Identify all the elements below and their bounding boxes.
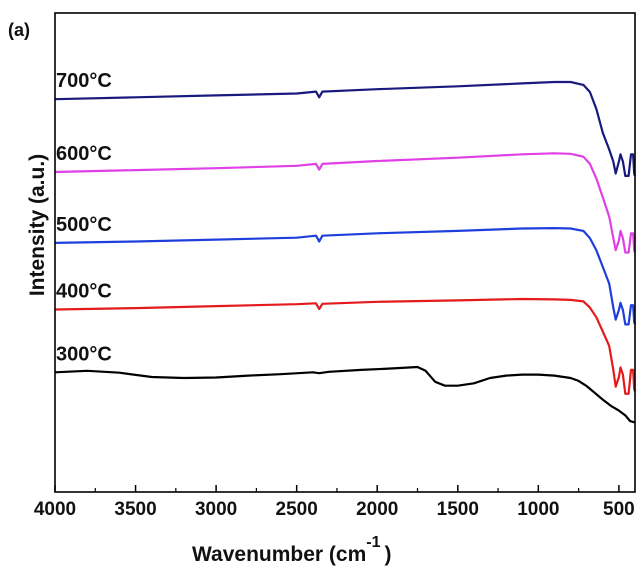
series-line (54, 365, 636, 424)
series-label: 400°C (56, 281, 112, 303)
series-line (54, 80, 637, 177)
x-axis-title-superscript: -1 (366, 534, 380, 551)
plot-frame (54, 12, 636, 493)
x-tick-label: 4000 (34, 499, 76, 520)
series-line (54, 152, 637, 254)
series-line (54, 227, 637, 326)
x-tick-label: 2000 (356, 499, 398, 520)
x-tick-label: 500 (603, 499, 635, 520)
x-tick-label: 2500 (276, 499, 318, 520)
series-label: 700°C (56, 70, 112, 92)
x-axis-title-close: ) (385, 543, 392, 566)
x-axis-title-main: Wavenumber (cm (192, 543, 366, 566)
x-tick-label: 1500 (437, 499, 479, 520)
x-tick-label: 1000 (517, 499, 559, 520)
series-layer: 300°C 400°C 500°C 600°C 700°C (54, 70, 637, 424)
x-tick-label: 3000 (195, 499, 237, 520)
x-axis-title: Wavenumber (cm-1) (192, 534, 392, 566)
series-label: 600°C (56, 143, 112, 165)
series-label: 500°C (56, 214, 112, 236)
y-axis-title: Intensity (a.u.) (26, 154, 49, 296)
panel-label: (a) (8, 20, 30, 40)
x-tick-label: 3500 (114, 499, 156, 520)
series-label: 300°C (56, 343, 112, 365)
x-axis: 4000 3500 3000 2500 2000 1500 1000 500 (34, 485, 635, 520)
series-line (54, 297, 637, 395)
